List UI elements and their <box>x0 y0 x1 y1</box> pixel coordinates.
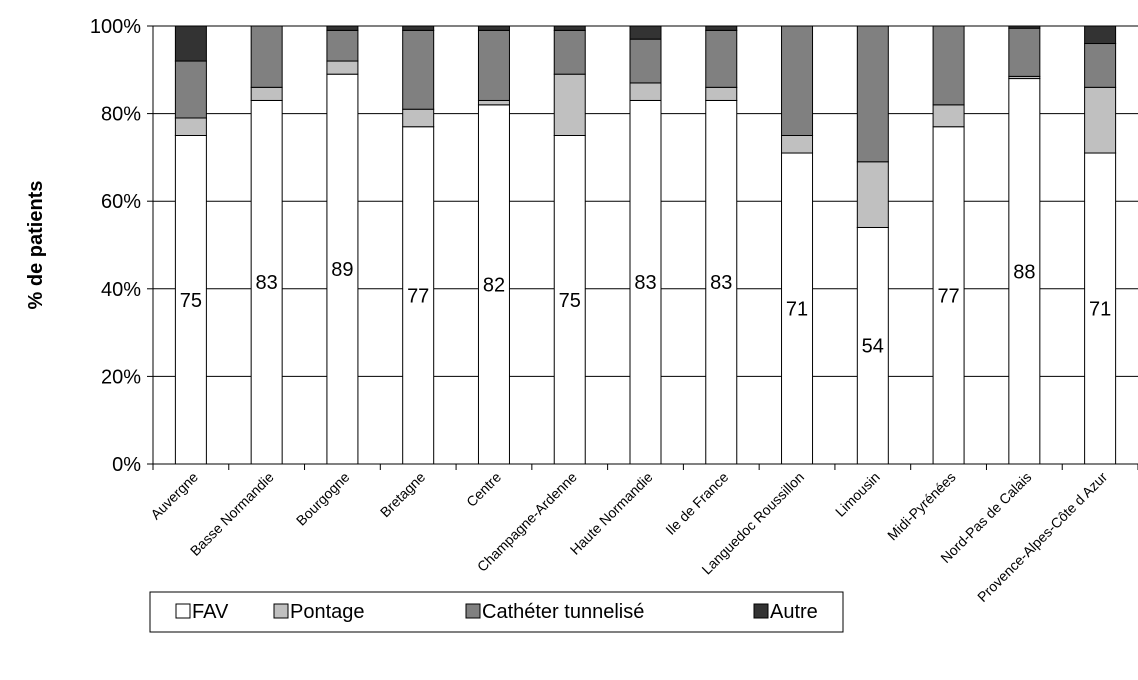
data-label: 88 <box>1013 261 1035 283</box>
bar-segment <box>174 117 207 137</box>
bar-segment <box>250 86 283 101</box>
bar-segment <box>705 29 738 88</box>
bar-segment <box>932 25 965 106</box>
bar-segment <box>705 86 738 101</box>
bar-segment <box>477 25 510 31</box>
data-label: 83 <box>634 272 656 294</box>
legend-label: Cathéter tunnelisé <box>482 601 644 623</box>
y-axis-label: % de patients <box>25 181 47 310</box>
bar-segment <box>174 135 207 465</box>
x-tick-label: Limousin <box>832 469 883 520</box>
bar-segment <box>250 99 283 465</box>
y-tick-label: 100% <box>90 16 141 38</box>
bar-segment <box>1084 25 1117 45</box>
legend-label: Pontage <box>290 601 365 623</box>
bar-segment <box>856 161 889 228</box>
bar-segment <box>326 25 359 31</box>
bar-segment <box>1084 86 1117 154</box>
bar-segment <box>402 25 435 31</box>
bar-segment <box>326 29 359 62</box>
bar-segment <box>1084 43 1117 88</box>
bar-segment <box>553 29 586 75</box>
x-tick-label: Ile de France <box>662 469 731 538</box>
bar-segment <box>1084 152 1117 465</box>
data-label: 77 <box>937 285 959 307</box>
bar-segment <box>1008 78 1041 465</box>
bar-segment <box>477 29 510 101</box>
y-tick-label: 60% <box>101 191 141 213</box>
data-label: 82 <box>483 274 505 296</box>
bar-segment <box>705 25 738 31</box>
bar-segment <box>1008 27 1041 77</box>
bar-segment <box>477 99 510 106</box>
legend-box <box>149 591 844 633</box>
data-label: 71 <box>786 299 808 321</box>
x-tick-label: Bourgogne <box>293 469 353 529</box>
bar-segment <box>250 25 283 88</box>
legend-swatch <box>753 603 769 619</box>
bar-segment <box>174 25 207 62</box>
bar-segment <box>402 29 435 110</box>
y-tick-label: 20% <box>101 366 141 388</box>
x-tick-label: Bretagne <box>377 469 429 521</box>
bar-segment <box>402 108 435 128</box>
data-label: 89 <box>331 259 353 281</box>
data-label: 75 <box>559 290 581 312</box>
y-tick-label: 0% <box>112 454 141 476</box>
bar-segment <box>553 25 586 31</box>
bar-segment <box>174 60 207 119</box>
bar-segment <box>781 135 814 154</box>
data-label: 83 <box>710 272 732 294</box>
bar-segment <box>326 73 359 465</box>
x-tick-label: Midi-Pyrénées <box>884 469 959 544</box>
legend-swatch <box>465 603 481 619</box>
bar-segment <box>1008 25 1041 29</box>
bar-segment <box>856 25 889 163</box>
y-tick-label: 40% <box>101 279 141 301</box>
x-tick-label: Haute Normandie <box>567 469 656 558</box>
data-label: 71 <box>1089 299 1111 321</box>
x-tick-label: Provence-Alpes-Côte d Azur <box>974 469 1110 605</box>
legend-label: Autre <box>770 601 818 623</box>
bar-segment <box>932 104 965 128</box>
bar-segment <box>477 104 510 465</box>
bar-segment <box>781 25 814 136</box>
bar-segment <box>781 152 814 465</box>
y-tick-label: 80% <box>101 104 141 126</box>
bar-segment <box>553 135 586 465</box>
legend-swatch <box>175 603 191 619</box>
bar-segment <box>553 73 586 136</box>
x-tick-label: Auvergne <box>147 469 201 523</box>
bar-segment <box>326 60 359 75</box>
bar-segment <box>932 126 965 465</box>
x-tick-label: Basse Normandie <box>187 469 277 559</box>
bar-segment <box>629 82 662 101</box>
data-label: 75 <box>180 290 202 312</box>
bar-segment <box>629 25 662 40</box>
data-label: 83 <box>256 272 278 294</box>
legend-swatch <box>273 603 289 619</box>
bar-segment <box>705 99 738 465</box>
bar-segment <box>856 226 889 465</box>
bar-segment <box>402 126 435 465</box>
x-tick-label: Centre <box>463 469 504 510</box>
bar-segment <box>629 38 662 84</box>
data-label: 54 <box>862 336 884 358</box>
data-label: 77 <box>407 285 429 307</box>
legend-label: FAV <box>192 601 229 623</box>
